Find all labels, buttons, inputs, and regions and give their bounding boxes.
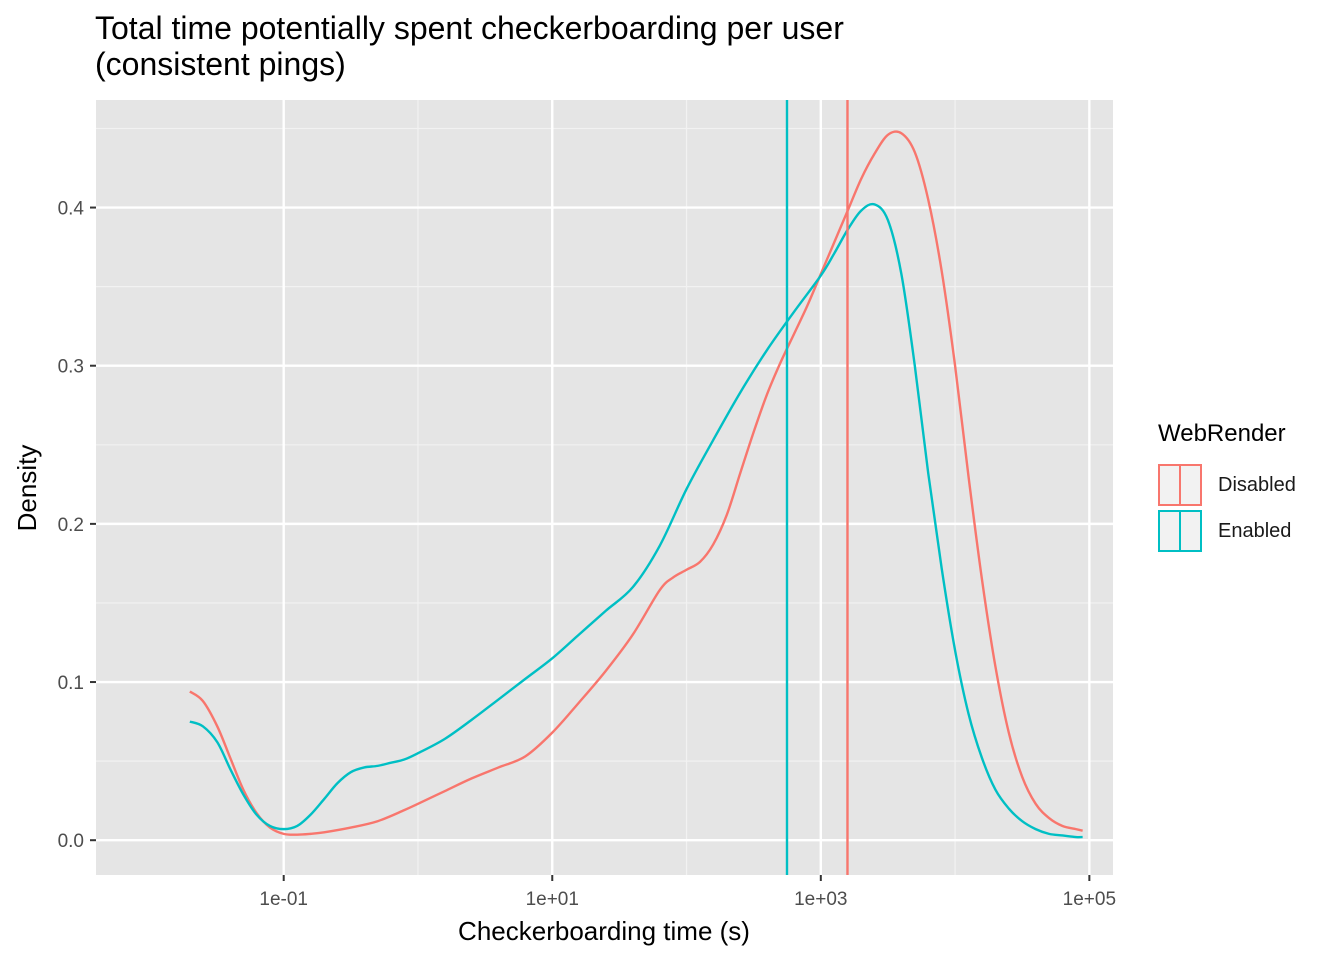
legend-label-disabled: Disabled: [1218, 474, 1296, 496]
legend-key-enabled: [1158, 510, 1202, 552]
x-tick-label: 1e+01: [526, 889, 579, 910]
plot-panel: [96, 100, 1113, 875]
x-tick-label: 1e+03: [794, 889, 847, 910]
legend-key-disabled: [1158, 464, 1202, 506]
legend-item-disabled: Disabled: [1158, 462, 1338, 508]
y-tick-label: 0.2: [58, 515, 84, 536]
series-line-enabled: [189, 202, 1083, 839]
chart-title: Total time potentially spent checkerboar…: [95, 10, 844, 82]
x-axis-label: Checkerboarding time (s): [458, 916, 750, 946]
legend-label-enabled: Enabled: [1218, 520, 1292, 542]
x-tick-label: 1e-01: [259, 889, 308, 910]
y-tick-label: 0.3: [58, 357, 84, 378]
series-line-disabled: [189, 130, 1083, 836]
y-tick-label: 0.1: [58, 673, 84, 694]
legend-item-enabled: Enabled: [1158, 508, 1338, 554]
legend-title: WebRender: [1158, 420, 1286, 447]
y-tick-label: 0.4: [58, 199, 85, 220]
y-tick-label: 0.0: [58, 831, 84, 852]
y-axis-label: Density: [12, 445, 42, 532]
x-tick-label: 1e+05: [1063, 889, 1116, 910]
